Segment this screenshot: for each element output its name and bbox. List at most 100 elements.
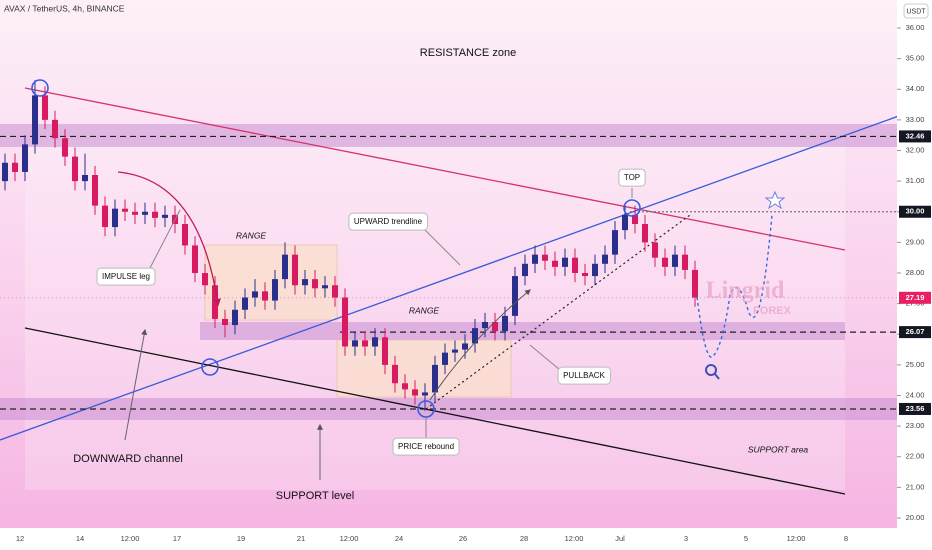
candle-body [232,309,238,326]
candle-body [72,156,78,182]
candle-body [492,322,498,332]
annotation-box [348,212,429,231]
target-star [764,190,786,210]
candle-body [2,162,8,182]
annotation-box [392,437,460,456]
candle-body [382,337,388,365]
pivot-circles [31,79,641,418]
candle-body [552,260,558,267]
y-tick-label: 36.00 [906,23,925,32]
callout-line [149,209,181,269]
candle-body [272,279,278,301]
candle-body [592,263,598,277]
unit-label: USDT [906,8,926,15]
candle-body [162,214,168,218]
y-tick-label: 20.00 [906,513,925,522]
level-label: 30.00 [906,207,925,216]
x-tick-label: 26 [459,534,467,543]
level-badge [899,326,931,339]
candle-body [352,340,358,347]
candle-body [412,389,418,396]
impulse-arrow [117,171,221,307]
level-label: 23.56 [906,404,925,413]
candle-body [422,392,428,396]
watermark: Lingrid [706,278,785,304]
price-axis-bg [897,0,932,550]
candle-body [312,279,318,289]
level-label: 32.46 [906,131,925,140]
candle-body [482,322,488,329]
candle-body [462,343,468,350]
rebound-arrow [429,289,531,401]
x-tick-label: 12:00 [121,534,140,543]
candle-body [92,175,98,206]
candle-body [532,254,538,264]
y-tick-label: 25.00 [906,360,925,369]
annotation: RANGE [409,305,440,315]
annotation: UPWARD trendline [354,217,423,226]
candle-body [292,254,298,286]
y-tick-label: 33.00 [906,115,925,124]
candle-body [622,214,628,231]
axes: 20.0021.0022.0023.0024.0025.0026.0027.00… [16,23,931,543]
x-tick-label: 12:00 [565,534,584,543]
magnifier-icon [714,373,720,380]
candle-body [452,349,458,353]
candle-body [542,254,548,261]
level-badge [899,205,931,218]
candle-body [442,352,448,365]
candle-body [202,273,208,286]
upward-trendline [0,103,932,441]
current-price-badge [899,291,931,304]
candle-body [332,285,338,298]
chart-title: AVAX / TetherUS, 4h, BINANCE [4,3,125,13]
candle-body [102,205,108,228]
candle-body [182,224,188,246]
candle-body [32,95,38,145]
current-price-label: 27.19 [906,293,925,302]
annotation-box [557,366,612,385]
candle-body [612,230,618,255]
candle-body [572,257,578,273]
candle-body [692,269,698,298]
candle-body [662,257,668,267]
x-tick-label: 5 [744,534,748,543]
candle-body [152,211,158,218]
y-tick-label: 22.00 [906,452,925,461]
candle-body [112,208,118,228]
candle-body [642,224,648,243]
resistance-band [0,124,897,147]
y-tick-label: 35.00 [906,54,925,63]
y-tick-label: 29.00 [906,237,925,246]
candle-body [372,337,378,347]
candle-body [22,144,28,172]
levels [0,135,897,410]
candle-body [502,315,508,332]
channel-area [25,140,845,490]
level-badge [899,130,931,143]
x-tick-label: 21 [297,534,305,543]
candle-body [472,328,478,344]
annotation: TOP [624,173,640,182]
x-tick-label: 12:00 [787,534,806,543]
x-tick-label: 8 [844,534,848,543]
candle-body [222,318,228,326]
candle-body [132,211,138,215]
annotation-box [96,267,156,286]
candle-body [302,279,308,286]
y-tick-label: 21.00 [906,482,925,491]
candle-body [432,364,438,393]
magnifier-icon [705,364,717,376]
range-box [336,339,512,398]
candle-body [122,208,128,212]
candle-body [362,340,368,347]
callout-line [419,224,461,266]
candle-body [562,257,568,267]
candle-body [672,254,678,267]
support-band [0,398,897,420]
callout-line [529,344,561,371]
annotation: DOWNWARD channel [73,453,183,465]
candle-body [342,297,348,347]
